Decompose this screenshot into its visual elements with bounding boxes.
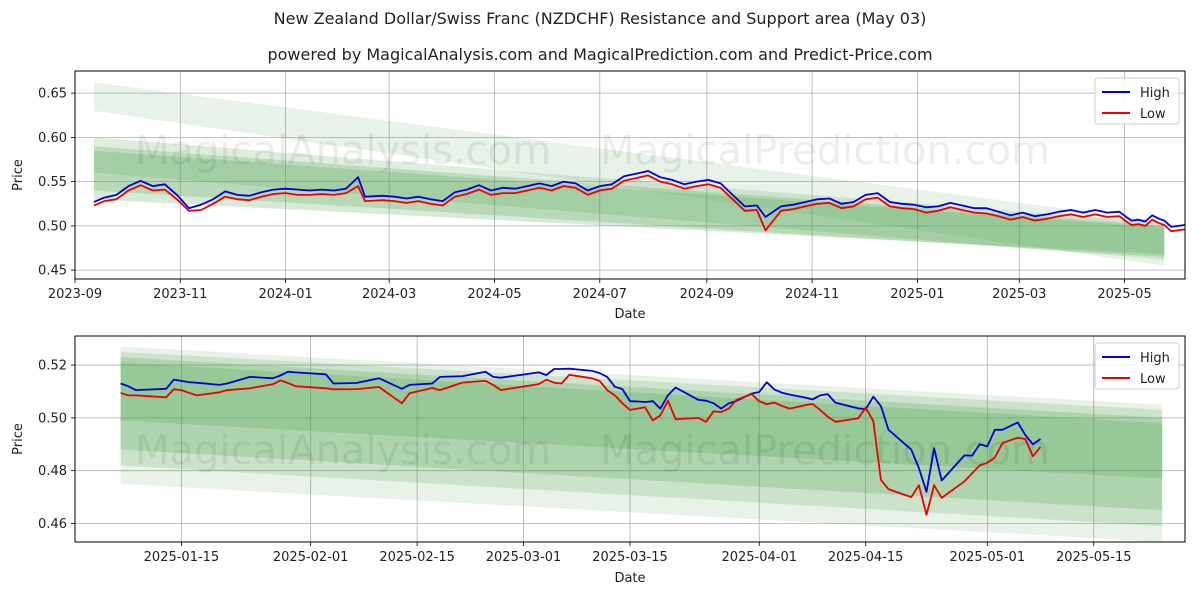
y-tick-label: 0.48 (38, 464, 67, 479)
series-line-high (93, 170, 1186, 228)
watermark-left: MagicalAnalysis.com (135, 428, 551, 474)
y-tick-label: 0.50 (38, 219, 67, 234)
y-tick-label: 0.45 (38, 264, 67, 279)
x-tick-label: 2025-04-01 (721, 550, 797, 565)
x-tick-label: 2024-09 (680, 287, 734, 302)
x-tick-label: 2025-03 (992, 287, 1046, 302)
y-tick-label: 0.65 (38, 87, 67, 102)
watermark-right: MagicalPrediction.com (600, 128, 1050, 174)
plot-frame (74, 70, 1186, 280)
y-tick-label: 0.60 (38, 131, 67, 146)
y-tick-label: 0.50 (38, 411, 67, 426)
legend-label-low: Low (1140, 107, 1166, 122)
chart-panel-2: 2025-01-15 2025-02-01 2025-02-15 2025-03-01… (11, 335, 1186, 586)
series-line-low (93, 174, 1186, 233)
x-tick-label: 2025-03-01 (486, 550, 562, 565)
legend-label-high: High (1140, 86, 1170, 101)
x-tick-label: 2024-11 (785, 287, 839, 302)
x-tick-label: 2025-01 (890, 287, 944, 302)
legend-label-high: High (1140, 351, 1170, 366)
y-axis-label: Price (11, 423, 26, 455)
legend-label-low: Low (1140, 372, 1166, 387)
x-axis-label: Date (614, 307, 645, 322)
x-tick-label: 2025-02-15 (379, 550, 455, 565)
x-tick-label: 2025-01-15 (144, 550, 220, 565)
support-resistance-band (93, 82, 1165, 266)
x-axis-label: Date (614, 571, 645, 586)
y-tick-label: 0.55 (38, 175, 67, 190)
x-tick-label: 2025-04-15 (828, 550, 904, 565)
support-resistance-band (120, 357, 1163, 511)
series-line-high (120, 367, 1042, 493)
x-tick-label: 2025-05-15 (1056, 550, 1132, 565)
support-resistance-band (93, 146, 1165, 257)
support-resistance-band (120, 362, 1163, 479)
x-tick-label: 2025-03-15 (592, 550, 668, 565)
chart-subtitle: powered by MagicalAnalysis.com and Magic… (267, 45, 933, 64)
x-tick-label: 2024-07 (573, 287, 627, 302)
x-tick-label: 2023-09 (48, 287, 102, 302)
plot-frame (74, 335, 1186, 543)
y-axis-label: Price (11, 159, 26, 191)
x-tick-label: 2023-11 (153, 287, 207, 302)
legend-box (1094, 342, 1180, 390)
watermark-left: MagicalAnalysis.com (135, 128, 551, 174)
support-resistance-band (93, 150, 1165, 255)
x-tick-label: 2024-01 (258, 287, 312, 302)
x-tick-label: 2025-02-01 (273, 550, 349, 565)
x-tick-label: 2025-05 (1097, 287, 1151, 302)
chart-panel-1: 2023-09 2023-11 2024-01 2024-03 2024-05 2024-… (11, 70, 1186, 322)
y-tick-label: 0.46 (38, 517, 67, 532)
x-tick-label: 2025-05-01 (950, 550, 1026, 565)
series-line-low (120, 373, 1042, 516)
support-resistance-band (93, 137, 1165, 260)
y-tick-label: 0.52 (38, 359, 67, 374)
x-tick-label: 2024-05 (467, 287, 521, 302)
support-resistance-band (120, 351, 1163, 527)
x-tick-label: 2024-03 (362, 287, 416, 302)
legend-box (1094, 77, 1180, 125)
watermark-right: MagicalPrediction.com (600, 428, 1050, 474)
chart-title: New Zealand Dollar/Swiss Franc (NZDCHF) … (273, 9, 927, 28)
